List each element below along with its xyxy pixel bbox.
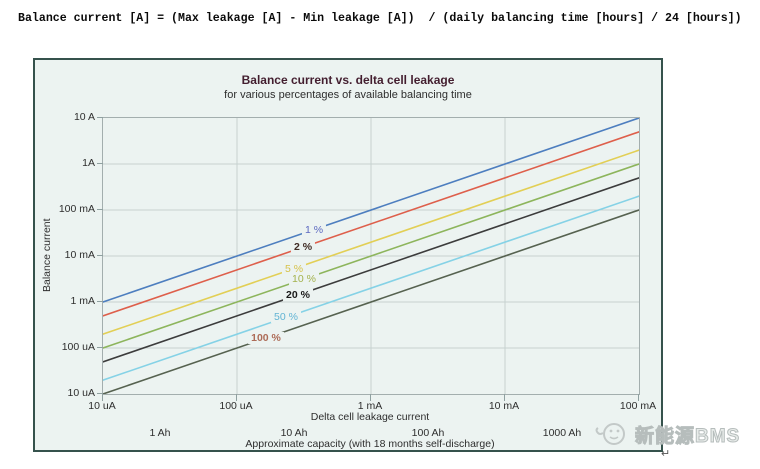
series-label-1pct: 1 % bbox=[301, 223, 327, 236]
chart: Balance current vs. delta cell leakage f… bbox=[33, 58, 663, 452]
capacity-tick-label: 1 Ah bbox=[149, 427, 171, 439]
series-label-2pct: 2 % bbox=[290, 241, 316, 254]
x-tick-mark bbox=[638, 394, 639, 401]
secondary-axis-title: Approximate capacity (with 18 months sel… bbox=[245, 438, 495, 450]
return-mark: ↵ bbox=[661, 448, 671, 460]
series-label-5pct: 5 % bbox=[281, 262, 307, 275]
x-tick-mark bbox=[102, 394, 103, 401]
chart-title: Balance current vs. delta cell leakage bbox=[241, 73, 455, 87]
y-tick-label: 1A bbox=[82, 157, 95, 169]
balance-current-formula: Balance current [A] = (Max leakage [A] -… bbox=[18, 12, 742, 25]
capacity-tick-label: 100 Ah bbox=[411, 427, 445, 439]
series-line-1pct bbox=[103, 118, 639, 303]
capacity-tick-label: 1000 Ah bbox=[542, 427, 582, 439]
x-tick-label: 10 mA bbox=[488, 400, 520, 412]
x-axis-title: Delta cell leakage current bbox=[310, 411, 430, 423]
y-tick-label: 100 uA bbox=[61, 341, 95, 353]
chart-subtitle: for various percentages of available bal… bbox=[224, 89, 472, 101]
x-tick-mark bbox=[236, 394, 237, 401]
y-tick-mark bbox=[97, 301, 103, 302]
x-tick-label: 10 uA bbox=[88, 400, 116, 412]
y-tick-mark bbox=[97, 163, 103, 164]
x-tick-label: 1 mA bbox=[357, 400, 383, 412]
series-label-100pct: 100 % bbox=[248, 332, 284, 345]
x-tick-label: 100 uA bbox=[219, 400, 253, 412]
plot-area: 1 % 2 % 5 % 10 % 20 % 50 % 100 % bbox=[102, 117, 640, 395]
y-tick-label: 10 mA bbox=[64, 249, 95, 261]
y-tick-label: 10 A bbox=[73, 111, 95, 123]
chart-canvas bbox=[103, 118, 639, 394]
y-tick-mark bbox=[97, 347, 103, 348]
x-tick-label: 100 mA bbox=[619, 400, 657, 412]
watermark-text: 新能源BMS bbox=[634, 425, 741, 447]
series-line-5pct bbox=[103, 149, 639, 335]
series-label-20pct: 20 % bbox=[283, 288, 313, 301]
y-tick-label: 100 mA bbox=[58, 203, 95, 215]
x-tick-mark bbox=[370, 394, 371, 401]
y-tick-mark bbox=[97, 255, 103, 256]
y-tick-mark bbox=[97, 393, 103, 394]
capacity-tick-label: 10 Ah bbox=[280, 427, 308, 439]
y-tick-mark bbox=[97, 209, 103, 210]
series-label-10pct: 10 % bbox=[289, 273, 319, 285]
watermark: 新能源BMS bbox=[594, 420, 740, 448]
y-tick-label: 10 uA bbox=[67, 387, 95, 399]
series-line-100pct bbox=[103, 209, 639, 394]
smiley-face-icon bbox=[595, 423, 625, 445]
series-line-2pct bbox=[103, 131, 639, 317]
series-line-10pct bbox=[103, 163, 639, 349]
series-line-20pct bbox=[103, 177, 639, 363]
series-label-50pct: 50 % bbox=[271, 311, 301, 324]
y-tick-mark bbox=[97, 117, 103, 118]
series-line-50pct bbox=[103, 195, 639, 381]
x-tick-mark bbox=[504, 394, 505, 401]
y-tick-label: 1 mA bbox=[70, 295, 95, 307]
